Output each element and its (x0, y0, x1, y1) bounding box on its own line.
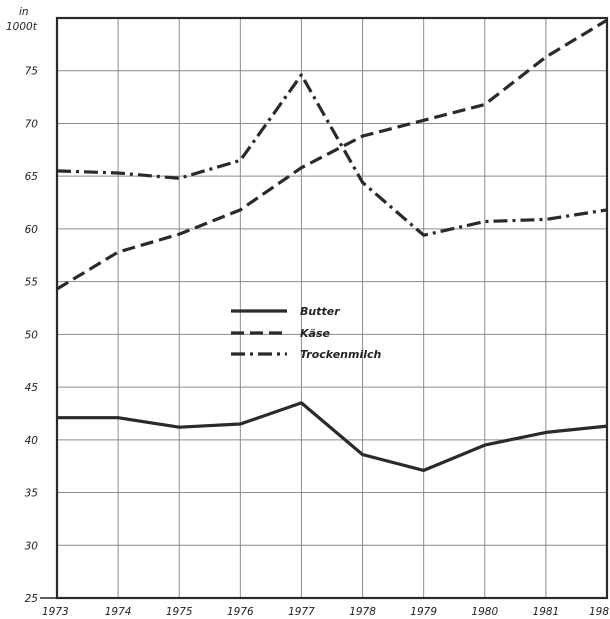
y-tick-label: 30 (25, 540, 39, 552)
x-tick-label: 1974 (105, 606, 132, 618)
legend: Butter Käse Trockenmilch (231, 305, 382, 361)
y-tick-label: 65 (25, 171, 39, 183)
legend-label: Butter (300, 305, 340, 318)
series-line-k-se (56, 18, 608, 291)
y-tick-label: 25 (25, 593, 39, 605)
y-tick-label: 60 (25, 224, 39, 236)
y-tick-label: 35 (25, 488, 39, 500)
x-tick-label: 1975 (166, 606, 193, 618)
series-line-trockenmilch (56, 73, 608, 237)
x-tick-label: 1978 (349, 606, 376, 618)
x-tick-label: 1979 (410, 606, 437, 618)
y-tick-label: 45 (25, 382, 39, 394)
legend-label: Käse (300, 327, 330, 340)
x-tick-label: 1980 (471, 606, 498, 618)
y-tick-label: 70 (25, 118, 39, 130)
x-tick-label: 1981 (533, 606, 560, 618)
unit-label-1000t: 1000t (6, 21, 38, 33)
unit-label-in: in (19, 6, 29, 18)
y-tick-label: 55 (25, 277, 39, 289)
axes (40, 16, 609, 600)
x-tick-labels: 1973 1974 1975 1976 1977 1978 1979 1980 1981 198 (42, 606, 609, 618)
y-tick-label: 50 (25, 329, 39, 341)
x-tick-label: 1973 (42, 606, 69, 618)
x-tick-label: 1976 (227, 606, 254, 618)
y-tick-label: 75 (25, 66, 39, 78)
legend-label: Trockenmilch (300, 348, 382, 361)
y-tick-label: 40 (25, 435, 39, 447)
x-tick-label: 1977 (288, 606, 315, 618)
x-tick-label: 198 (589, 606, 609, 618)
series-line-butter (57, 401, 608, 472)
y-tick-labels: 25 30 35 40 45 50 55 60 65 70 75 (25, 66, 39, 605)
plot-frame (55, 16, 609, 600)
series-lines (56, 18, 608, 472)
